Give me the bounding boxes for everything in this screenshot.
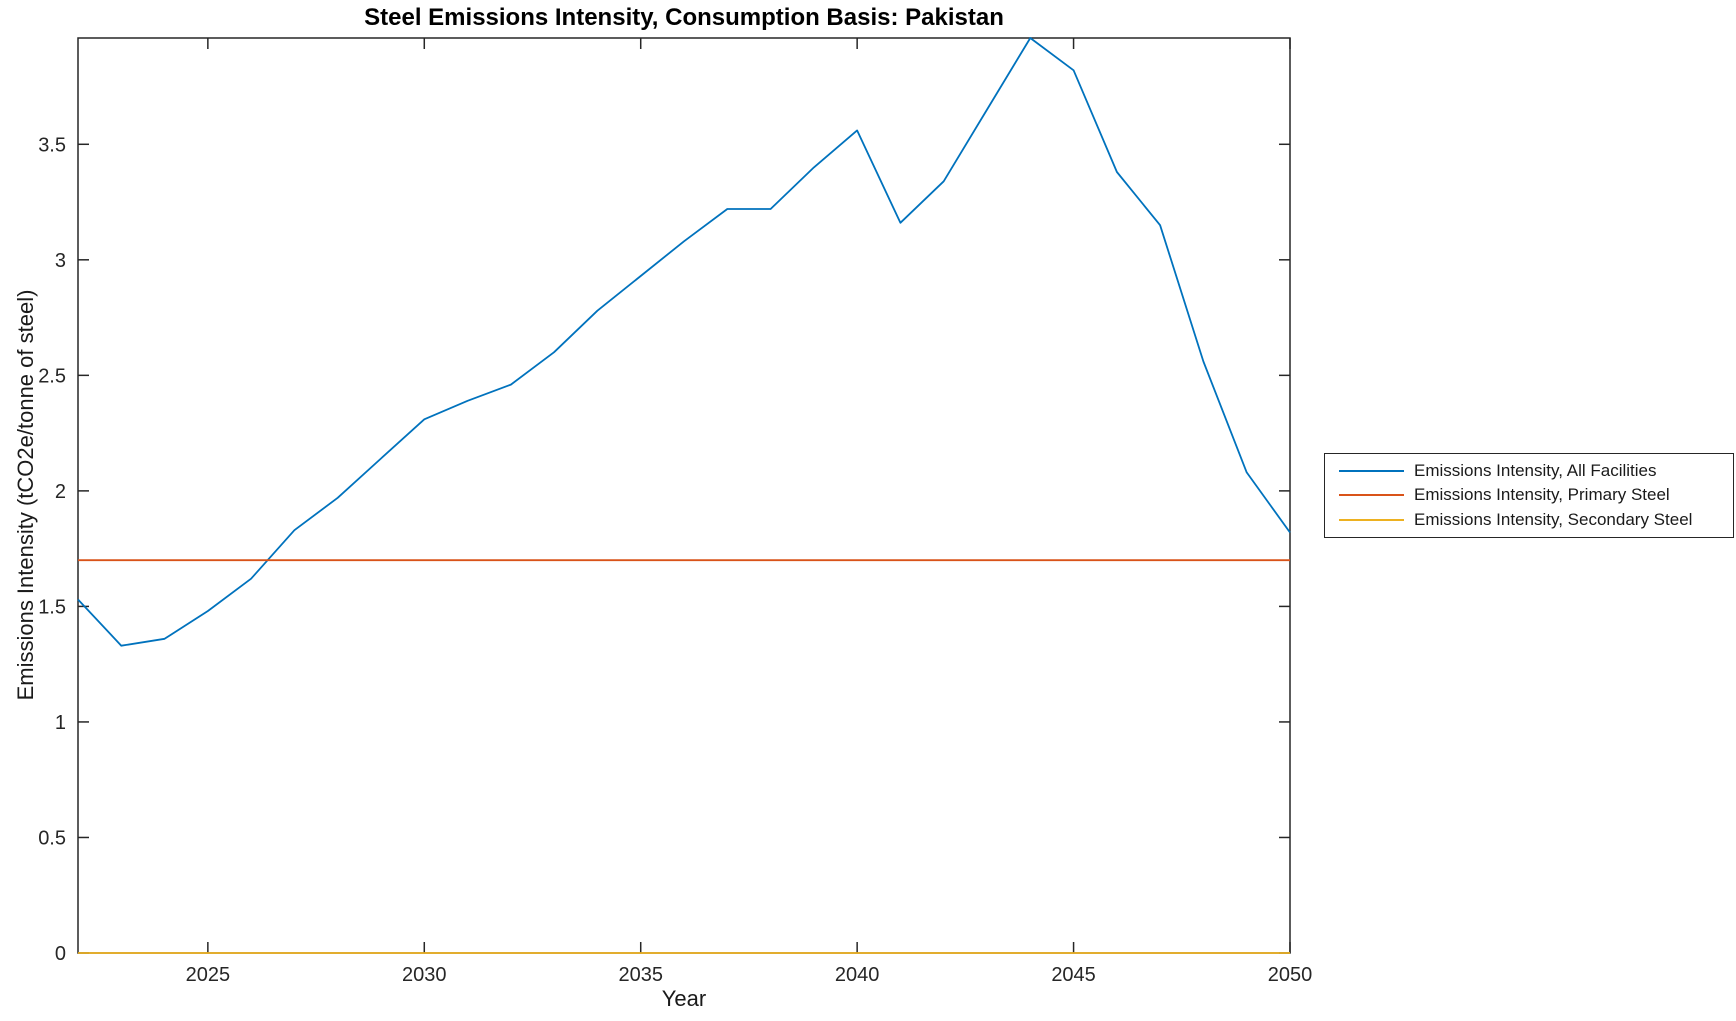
chart-title: Steel Emissions Intensity, Consumption B… (364, 4, 1004, 31)
y-tick-label: 2 (55, 481, 66, 503)
series-line-0 (77, 37, 1291, 647)
x-axis-label: Year (661, 986, 707, 1011)
x-tick-label: 2040 (835, 964, 880, 986)
x-tick-label: 2050 (1268, 964, 1313, 986)
x-tick-label: 2030 (402, 964, 447, 986)
legend-item-secondary-steel: Emissions Intensity, Secondary Steel (1325, 509, 1733, 531)
x-tick-label: 2025 (186, 964, 231, 986)
y-tick-label: 1.5 (38, 596, 66, 618)
y-tick-label: 1 (55, 712, 66, 734)
legend-line-sample-all-facilities (1339, 470, 1404, 473)
y-tick-label: 3.5 (38, 134, 66, 156)
legend-line-sample-secondary-steel (1339, 518, 1404, 521)
legend-label-all-facilities: Emissions Intensity, All Facilities (1414, 461, 1657, 481)
x-tick-label: 2035 (618, 964, 663, 986)
legend-line-sample-primary-steel (1339, 494, 1404, 497)
y-tick-label: 3 (55, 250, 66, 272)
axes-box (77, 37, 1291, 954)
legend-item-primary-steel: Emissions Intensity, Primary Steel (1325, 484, 1733, 506)
x-tick-label: 2045 (1051, 964, 1096, 986)
legend-label-primary-steel: Emissions Intensity, Primary Steel (1414, 485, 1670, 505)
legend: Emissions Intensity, All Facilities Emis… (1324, 453, 1734, 538)
y-tick-label: 0 (55, 943, 66, 965)
legend-label-secondary-steel: Emissions Intensity, Secondary Steel (1414, 509, 1693, 529)
y-tick-label: 0.5 (38, 827, 66, 849)
y-tick-label: 2.5 (38, 365, 66, 387)
legend-item-all-facilities: Emissions Intensity, All Facilities (1325, 460, 1733, 482)
